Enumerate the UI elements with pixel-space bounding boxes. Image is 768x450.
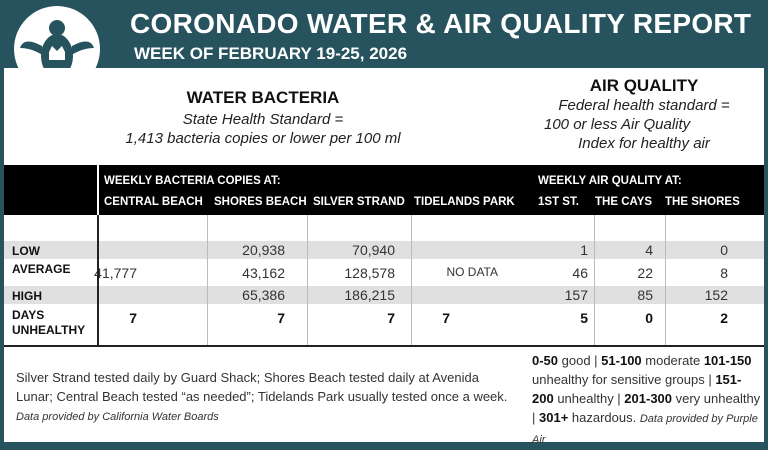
aqi-range: 151-200 xyxy=(532,372,742,406)
table-cell: 46 xyxy=(572,264,588,281)
table-cell: 20,938 xyxy=(242,242,285,258)
table-cell: 65,386 xyxy=(242,287,285,303)
aqi-desc: unhealthy | xyxy=(553,391,625,406)
water-notes: Silver Strand tested daily by Guard Shac… xyxy=(16,368,516,427)
aqi-desc: moderate xyxy=(641,353,704,368)
aqi-desc: good | xyxy=(558,353,602,368)
report-title: CORONADO WATER & AIR QUALITY REPORT xyxy=(130,8,752,39)
row-label: AVERAGE xyxy=(12,262,71,276)
table-cell: 70,940 xyxy=(352,242,395,258)
aqi-range: 0-50 xyxy=(532,353,559,368)
col-tidelands-park: TIDELANDS PARK xyxy=(414,196,515,208)
report-week: WEEK OF FEBRUARY 19-25, 2026 xyxy=(134,44,408,63)
col-the-cays: THE CAYS xyxy=(595,196,653,208)
aqi-desc: unhealthy for sensitive groups | xyxy=(532,372,716,387)
table-cell: 0 xyxy=(720,242,728,258)
table-row: LOW 20,938 70,940 1 4 0 xyxy=(4,241,764,259)
table-cell: 5 xyxy=(580,310,588,326)
air-standard-2: 100 or less Air Quality xyxy=(544,116,691,133)
aqi-desc: hazardous. xyxy=(568,410,640,425)
table-cell: NO DATA xyxy=(446,264,498,279)
table-header: WEEKLY BACTERIA COPIES AT: CENTRAL BEACH… xyxy=(4,165,764,215)
divider xyxy=(4,345,764,347)
air-standard-3: Index for healthy air xyxy=(578,135,710,152)
table-cell: 1 xyxy=(580,242,588,258)
col-shores-beach: SHORES BEACH xyxy=(214,196,307,208)
air-standard-1: Federal health standard = xyxy=(558,97,730,114)
aqi-range: 51-100 xyxy=(601,353,642,368)
water-standard-2: 1,413 bacteria copies or lower per 100 m… xyxy=(125,130,401,147)
aqi-desc: very unhealthy | xyxy=(532,391,761,425)
table-cell: 41,777 xyxy=(94,264,137,281)
water-bacteria-header: WATER BACTERIA State Health Standard = 1… xyxy=(4,68,522,165)
table-cell: 22 xyxy=(637,264,653,281)
air-quality-header: AIR QUALITY Federal health standard = 10… xyxy=(524,68,764,165)
table-cell: 7 xyxy=(277,310,285,326)
table-cell: 157 xyxy=(564,287,588,303)
air-source: Data provided by Purple Air xyxy=(532,413,758,446)
aqi-range: 101-150 xyxy=(703,353,752,368)
col-1st-st: 1ST ST. xyxy=(538,196,579,208)
row-label: LOW xyxy=(12,244,40,258)
col-silver-strand: SILVER STRAND xyxy=(313,196,405,208)
water-group-label: WEEKLY BACTERIA COPIES AT: xyxy=(104,175,281,187)
table-cell: 152 xyxy=(704,287,728,303)
table-cell: 4 xyxy=(645,242,653,258)
table-cell: 2 xyxy=(720,310,728,326)
aqi-range: 301+ xyxy=(539,410,569,425)
aqi-range: 201-300 xyxy=(624,391,673,406)
water-note-text: Silver Strand tested daily by Guard Shac… xyxy=(16,370,508,404)
table-cell: 0 xyxy=(645,310,653,326)
table-cell: 7 xyxy=(442,310,450,326)
water-standard-1: State Health Standard = xyxy=(182,111,344,128)
table-row: HIGH 65,386 186,215 157 85 152 xyxy=(4,286,764,304)
table-cell: 128,578 xyxy=(344,264,395,281)
table-cell: 85 xyxy=(637,287,653,303)
table-cell: 7 xyxy=(387,310,395,326)
row-label: DAYS UNHEALTHY xyxy=(12,308,86,337)
row-label: HIGH xyxy=(12,289,42,303)
table-cell: 43,162 xyxy=(242,264,285,281)
water-heading: WATER BACTERIA xyxy=(186,88,340,107)
table-row: DAYS UNHEALTHY 7 7 7 7 5 0 2 xyxy=(4,304,764,342)
table-row: AVERAGE 41,777 43,162 128,578 NO DATA 46 22 8 xyxy=(4,259,764,286)
col-the-shores: THE SHORES xyxy=(665,196,740,208)
air-group-label: WEEKLY AIR QUALITY AT: xyxy=(538,175,682,187)
water-source: Data provided by California Water Boards xyxy=(16,411,219,423)
table-cell: 7 xyxy=(129,310,137,326)
air-heading: AIR QUALITY xyxy=(589,76,699,95)
col-central-beach: CENTRAL BEACH xyxy=(104,196,203,208)
table-cell: 186,215 xyxy=(344,287,395,303)
report-panel: WATER BACTERIA State Health Standard = 1… xyxy=(4,68,764,446)
table-cell: 8 xyxy=(720,264,728,281)
aqi-scale: 0-50 good | 51-100 moderate 101-150 unhe… xyxy=(532,351,762,450)
